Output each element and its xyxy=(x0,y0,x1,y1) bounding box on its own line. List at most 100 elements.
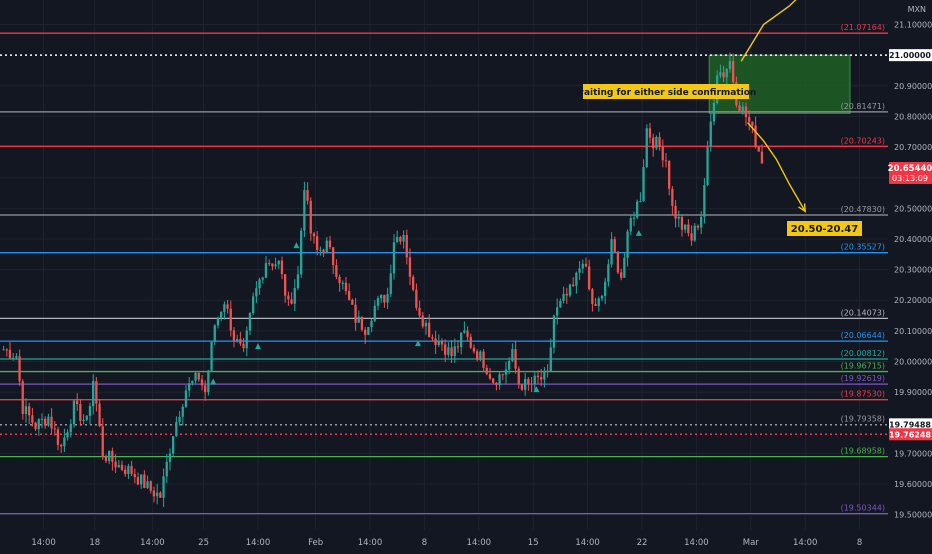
x-tick-label: 15 xyxy=(528,538,539,548)
candle-body xyxy=(658,136,661,147)
candle-body xyxy=(5,349,8,351)
candle-body xyxy=(152,490,156,497)
candle-body xyxy=(581,263,584,269)
candle-body xyxy=(28,406,31,416)
level-price-label: (19.50344) xyxy=(841,504,885,513)
level-price-box xyxy=(889,418,932,431)
candle-body xyxy=(136,477,140,485)
candle-body xyxy=(482,351,485,368)
candle-body xyxy=(127,466,130,475)
time-axis[interactable]: 14:00 18 14:00 25 14:00 Feb 14:00 8 14:00 15 14:00… xyxy=(31,538,862,548)
candle-body xyxy=(143,474,146,489)
candle-body xyxy=(44,418,47,426)
candle-body xyxy=(124,469,127,475)
y-tick-label: 20.40000 xyxy=(894,235,932,244)
candle-body xyxy=(168,453,172,462)
candle-body xyxy=(616,251,620,273)
candle-body xyxy=(367,327,370,335)
target-annotation[interactable]: 20.50-20.47 xyxy=(787,221,862,236)
candle-body xyxy=(488,374,492,379)
candle-body xyxy=(514,349,517,369)
candle-body xyxy=(255,288,258,297)
candle-body xyxy=(37,419,40,430)
candle-body xyxy=(479,351,482,360)
candle-body xyxy=(88,406,92,416)
candle-body xyxy=(360,316,364,330)
candle-body xyxy=(440,341,444,345)
x-tick-label: 8 xyxy=(857,538,862,548)
candle-body xyxy=(520,384,524,390)
candle-body xyxy=(546,370,549,372)
waiting-annotation[interactable]: waiting for either side confirmation xyxy=(576,84,757,99)
horizontal-levels xyxy=(0,32,888,515)
target-annotation-text: 20.50-20.47 xyxy=(791,224,858,235)
candle-body xyxy=(680,216,684,230)
candle-body xyxy=(60,444,63,447)
candle-body xyxy=(357,316,360,323)
triangle-marker xyxy=(255,343,261,350)
candle-body xyxy=(92,381,95,407)
y-tick-label: 20.80000 xyxy=(894,112,932,121)
candle-body xyxy=(632,217,636,219)
x-tick-label: 18 xyxy=(89,538,100,548)
candle-body xyxy=(95,381,98,404)
candle-body xyxy=(47,416,50,426)
triangle-marker xyxy=(533,386,540,393)
candle-body xyxy=(56,429,60,445)
candle-body xyxy=(613,239,616,252)
candle-body xyxy=(578,268,581,273)
level-price-label: (20.47830) xyxy=(841,205,885,214)
candle-body xyxy=(370,320,373,328)
candle-body xyxy=(204,385,207,393)
candle-body xyxy=(146,481,149,489)
candle-body xyxy=(188,383,191,391)
candle-body xyxy=(600,295,604,299)
candle-body xyxy=(316,236,319,250)
level-price-label: 19.79488 xyxy=(889,420,931,429)
candle-body xyxy=(636,201,639,218)
candle-body xyxy=(236,339,239,341)
candle-body xyxy=(754,125,757,147)
candle-body xyxy=(389,273,392,295)
candle-body xyxy=(559,300,562,308)
level-price-label: 21.00000 xyxy=(889,51,931,60)
candle-body xyxy=(66,432,69,438)
candle-body xyxy=(645,128,648,167)
candle-body xyxy=(620,272,623,278)
candle-body xyxy=(575,272,578,286)
candle-body xyxy=(31,415,34,423)
candle-body xyxy=(453,346,456,357)
candle-body xyxy=(744,106,748,118)
y-tick-label: 20.70000 xyxy=(894,143,932,152)
candle-body xyxy=(415,289,418,308)
y-tick-label: 21.10000 xyxy=(894,21,932,30)
candle-body xyxy=(165,461,168,477)
candle-body xyxy=(162,476,165,498)
candle-body xyxy=(210,342,213,371)
candle-body xyxy=(76,400,79,405)
candle-body xyxy=(207,370,210,393)
candle-body xyxy=(280,260,284,275)
current-price-tag: 20.65440 03:13:09 xyxy=(888,162,932,184)
candle-body xyxy=(703,185,706,217)
candle-body xyxy=(594,304,597,306)
candle-body xyxy=(159,492,162,498)
candle-body xyxy=(376,298,380,306)
candle-body xyxy=(485,367,488,375)
candle-body xyxy=(172,436,175,454)
level-price-label: (20.70243) xyxy=(841,136,885,145)
candle-body xyxy=(751,121,754,126)
level-price-label: (20.00812) xyxy=(841,349,885,358)
level-price-label: (20.81471) xyxy=(841,102,885,111)
candle-body xyxy=(588,266,591,290)
candle-body xyxy=(287,295,290,300)
x-tick-label: Feb xyxy=(308,538,323,548)
candle-body xyxy=(325,240,328,253)
candle-body xyxy=(101,426,104,457)
price-axis[interactable]: 21.1000020.9000020.8000020.7000020.60000… xyxy=(894,21,932,520)
candle-body xyxy=(322,249,325,253)
candle-body xyxy=(341,282,344,284)
candle-body xyxy=(303,190,306,231)
